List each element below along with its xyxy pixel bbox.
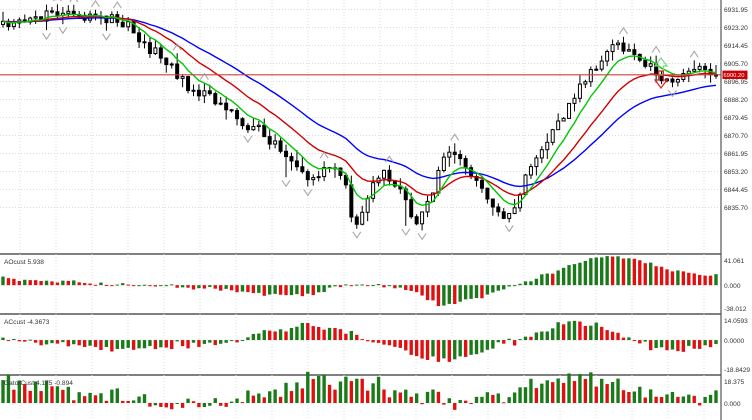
svg-text:6844.45: 6844.45 (724, 187, 748, 194)
svg-text:0.000: 0.000 (724, 283, 741, 290)
svg-text:GatorCust 4.175 -0.894: GatorCust 4.175 -0.894 (4, 380, 73, 387)
svg-text:ACcust -4.3673: ACcust -4.3673 (4, 319, 50, 326)
svg-text:-38.012: -38.012 (724, 306, 747, 313)
svg-text:6888.20: 6888.20 (724, 97, 748, 104)
svg-text:18.375: 18.375 (724, 379, 745, 386)
svg-text:0.000: 0.000 (724, 401, 741, 408)
svg-text:6853.20: 6853.20 (724, 169, 748, 176)
svg-text:6931.95: 6931.95 (724, 7, 748, 14)
svg-text:0.0000: 0.0000 (724, 338, 745, 345)
svg-text:6835.70: 6835.70 (724, 205, 748, 212)
svg-text:6900.20: 6900.20 (724, 73, 745, 79)
svg-text:41.061: 41.061 (724, 258, 745, 265)
svg-text:AOcust 5.938: AOcust 5.938 (4, 259, 44, 266)
svg-text:-18.8429: -18.8429 (724, 367, 750, 374)
svg-text:6879.45: 6879.45 (724, 115, 748, 122)
svg-text:6914.45: 6914.45 (724, 43, 748, 50)
svg-text:6923.20: 6923.20 (724, 25, 748, 32)
svg-text:6905.70: 6905.70 (724, 61, 748, 68)
svg-text:6861.95: 6861.95 (724, 151, 748, 158)
svg-text:6896.95: 6896.95 (724, 79, 748, 86)
svg-text:6870.70: 6870.70 (724, 133, 748, 140)
svg-text:14.0593: 14.0593 (724, 318, 748, 325)
